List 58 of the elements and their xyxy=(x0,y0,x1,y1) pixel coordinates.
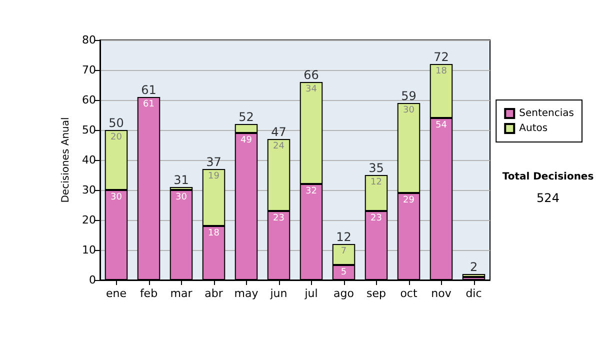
x-tick-label: ago xyxy=(334,287,354,300)
x-tick-label: nov xyxy=(431,287,452,300)
x-tick-label: ene xyxy=(106,287,127,300)
text: 524 xyxy=(536,191,560,205)
data-label: 30 xyxy=(403,106,415,116)
x-tick-label: sep xyxy=(366,287,386,300)
data-label: 30 xyxy=(176,192,188,202)
legend-label: Sentencias xyxy=(519,108,574,119)
x-tick-label: jun xyxy=(269,287,288,300)
data-label: 19 xyxy=(208,172,220,182)
data-label: 49 xyxy=(240,136,252,146)
y-tick-label: 0 xyxy=(89,274,96,286)
data-label: 61 xyxy=(143,100,154,110)
total-label: 72 xyxy=(434,50,449,64)
data-label: 29 xyxy=(403,196,415,206)
data-label: 23 xyxy=(273,214,284,224)
y-tick-label: 60 xyxy=(82,94,96,106)
total-label: 2 xyxy=(470,260,478,274)
total-label: 35 xyxy=(368,161,384,175)
data-label: 24 xyxy=(273,142,285,152)
y-axis-title: Decisiones Anual xyxy=(60,117,72,203)
data-label: 23 xyxy=(370,214,382,224)
y-tick-label: 50 xyxy=(82,124,96,136)
x-tick-label: oct xyxy=(400,287,418,300)
data-label: 12 xyxy=(370,178,382,188)
x-tick-label: mar xyxy=(170,287,193,300)
data-label: 5 xyxy=(340,268,347,278)
x-tick-label: feb xyxy=(140,287,158,300)
bar xyxy=(462,274,486,277)
data-label: 18 xyxy=(208,228,220,238)
data-label: 54 xyxy=(436,120,448,130)
total-label: 47 xyxy=(271,125,286,139)
total-label: 12 xyxy=(336,230,352,244)
text: Total Decisiones xyxy=(502,172,594,182)
y-tick-label: 80 xyxy=(82,34,96,46)
data-label: 20 xyxy=(110,132,122,142)
total-label: 61 xyxy=(141,83,156,97)
y-tick-label: 10 xyxy=(82,244,96,256)
x-tick-label: jul xyxy=(304,287,318,300)
total-label: 50 xyxy=(108,116,124,130)
x-tick-label: abr xyxy=(204,287,224,300)
data-label: 7 xyxy=(340,246,347,256)
data-label: 18 xyxy=(436,66,448,76)
total-label: 37 xyxy=(206,155,222,169)
total-label: 59 xyxy=(401,89,416,103)
y-tick-label: 40 xyxy=(82,154,96,166)
y-tick-label: 20 xyxy=(82,214,96,226)
data-label: 32 xyxy=(306,186,317,196)
data-label: 34 xyxy=(306,84,318,94)
x-tick-label: may xyxy=(234,287,259,300)
y-tick-label: 70 xyxy=(82,64,96,76)
total-label: 66 xyxy=(304,68,319,82)
legend-label: Autos xyxy=(519,123,548,134)
total-label: 31 xyxy=(174,173,189,187)
x-tick-label: dic xyxy=(466,287,482,300)
data-label: 30 xyxy=(110,192,122,202)
y-tick-label: 30 xyxy=(82,184,96,196)
total-label: 52 xyxy=(238,110,254,124)
